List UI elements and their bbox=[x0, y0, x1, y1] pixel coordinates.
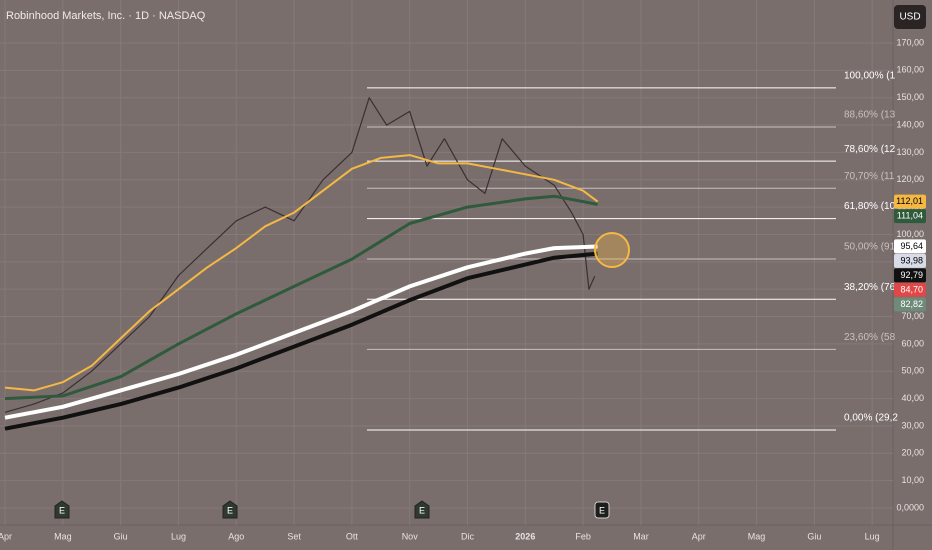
svg-text:E: E bbox=[59, 505, 65, 515]
x-tick-label: Mag bbox=[54, 531, 72, 541]
fib-label: 23,60% (58 bbox=[844, 332, 896, 343]
x-tick-label: Ago bbox=[228, 531, 244, 541]
y-tick-label: 30,00 bbox=[901, 420, 924, 430]
y-tick-label: 0,0000 bbox=[896, 502, 924, 512]
x-tick-label: Mar bbox=[633, 531, 649, 541]
fib-label: 0,00% (29,2 bbox=[844, 413, 898, 424]
y-tick-label: 140,00 bbox=[896, 119, 924, 129]
y-tick-label: 60,00 bbox=[901, 338, 924, 348]
price-tag-label: 82,82 bbox=[900, 299, 923, 309]
series-line bbox=[4, 194, 598, 401]
x-tick-label: Dic bbox=[461, 531, 474, 541]
y-tick-label: 40,00 bbox=[901, 393, 924, 403]
price-tag bbox=[894, 209, 926, 224]
svg-text:E: E bbox=[419, 505, 425, 515]
fib-label: 38,20% (76 bbox=[844, 282, 896, 293]
price-tag-label: 112,01 bbox=[896, 196, 923, 206]
y-tick-label: 50,00 bbox=[901, 366, 924, 376]
x-tick-label: Nov bbox=[402, 531, 419, 541]
x-tick-label: Mag bbox=[748, 531, 766, 541]
price-tag bbox=[894, 297, 926, 312]
x-tick-label: Giu bbox=[807, 531, 821, 541]
fib-label: 88,60% (13 bbox=[844, 110, 896, 121]
x-tick-label: Feb bbox=[575, 531, 591, 541]
currency-label[interactable]: USD bbox=[899, 12, 920, 23]
svg-text:E: E bbox=[227, 505, 233, 515]
axes: 0,0000 10,00 20,00 30,00 40,00 50,00 60,00 70,0… bbox=[0, 37, 926, 541]
x-tick-label: Ott bbox=[346, 531, 359, 541]
x-tick-label: Apr bbox=[692, 531, 706, 541]
price-tag-label: 93,98 bbox=[900, 255, 923, 265]
price-tag bbox=[894, 282, 926, 297]
earnings-icon: E bbox=[414, 500, 430, 519]
y-tick-label: 100,00 bbox=[896, 229, 924, 239]
earnings-icon[interactable]: E bbox=[594, 501, 610, 519]
earnings-icon: E bbox=[54, 500, 70, 519]
fib-label: 61,80% (10 bbox=[844, 201, 896, 212]
x-tick-label: Giu bbox=[114, 531, 128, 541]
chart-title: Robinhood Markets, Inc. · 1D · NASDAQ bbox=[6, 10, 206, 22]
series-line bbox=[4, 251, 598, 431]
y-tick-label: 70,00 bbox=[901, 311, 924, 321]
price-tag-label: 95,64 bbox=[900, 241, 923, 251]
price-tag-label: 111,04 bbox=[897, 210, 923, 220]
price-tag-label: 84,70 bbox=[900, 284, 923, 294]
series-line bbox=[4, 154, 599, 392]
fib-label: 50,00% (91 bbox=[844, 242, 896, 253]
fib-label: 78,60% (12 bbox=[844, 144, 896, 155]
x-tick-label: Lug bbox=[865, 531, 880, 541]
y-tick-label: 150,00 bbox=[896, 92, 924, 102]
y-tick-label: 130,00 bbox=[896, 147, 924, 157]
grid bbox=[0, 0, 893, 525]
fib-label: 70,70% (11 bbox=[844, 171, 895, 182]
x-tick-label: Lug bbox=[171, 531, 186, 541]
y-tick-label: 120,00 bbox=[896, 174, 924, 184]
series-line bbox=[4, 244, 598, 420]
earnings-icon: E bbox=[222, 500, 238, 519]
svg-text:E: E bbox=[599, 505, 605, 515]
fib-label: 100,00% (1 bbox=[844, 70, 896, 81]
x-tick-label: Apr bbox=[0, 531, 12, 541]
price-tag-label: 92,79 bbox=[900, 270, 923, 280]
earnings-icons: E E E E bbox=[54, 500, 610, 519]
price-tag bbox=[894, 194, 926, 209]
price-tag bbox=[894, 239, 926, 254]
plot: 100,00% (1 88,60% (13 78,60% (12 70,70% (11… bbox=[4, 70, 898, 431]
y-tick-label: 10,00 bbox=[901, 475, 924, 485]
highlight-circle bbox=[594, 232, 630, 268]
y-tick-label: 160,00 bbox=[896, 65, 924, 75]
y-tick-label: 170,00 bbox=[896, 37, 924, 47]
x-tick-label: 2026 bbox=[515, 531, 535, 541]
x-tick-label: Set bbox=[287, 531, 301, 541]
price-tag bbox=[894, 253, 926, 268]
currency-button[interactable] bbox=[894, 5, 926, 29]
price-tag bbox=[894, 268, 926, 283]
y-tick-label: 20,00 bbox=[901, 448, 924, 458]
